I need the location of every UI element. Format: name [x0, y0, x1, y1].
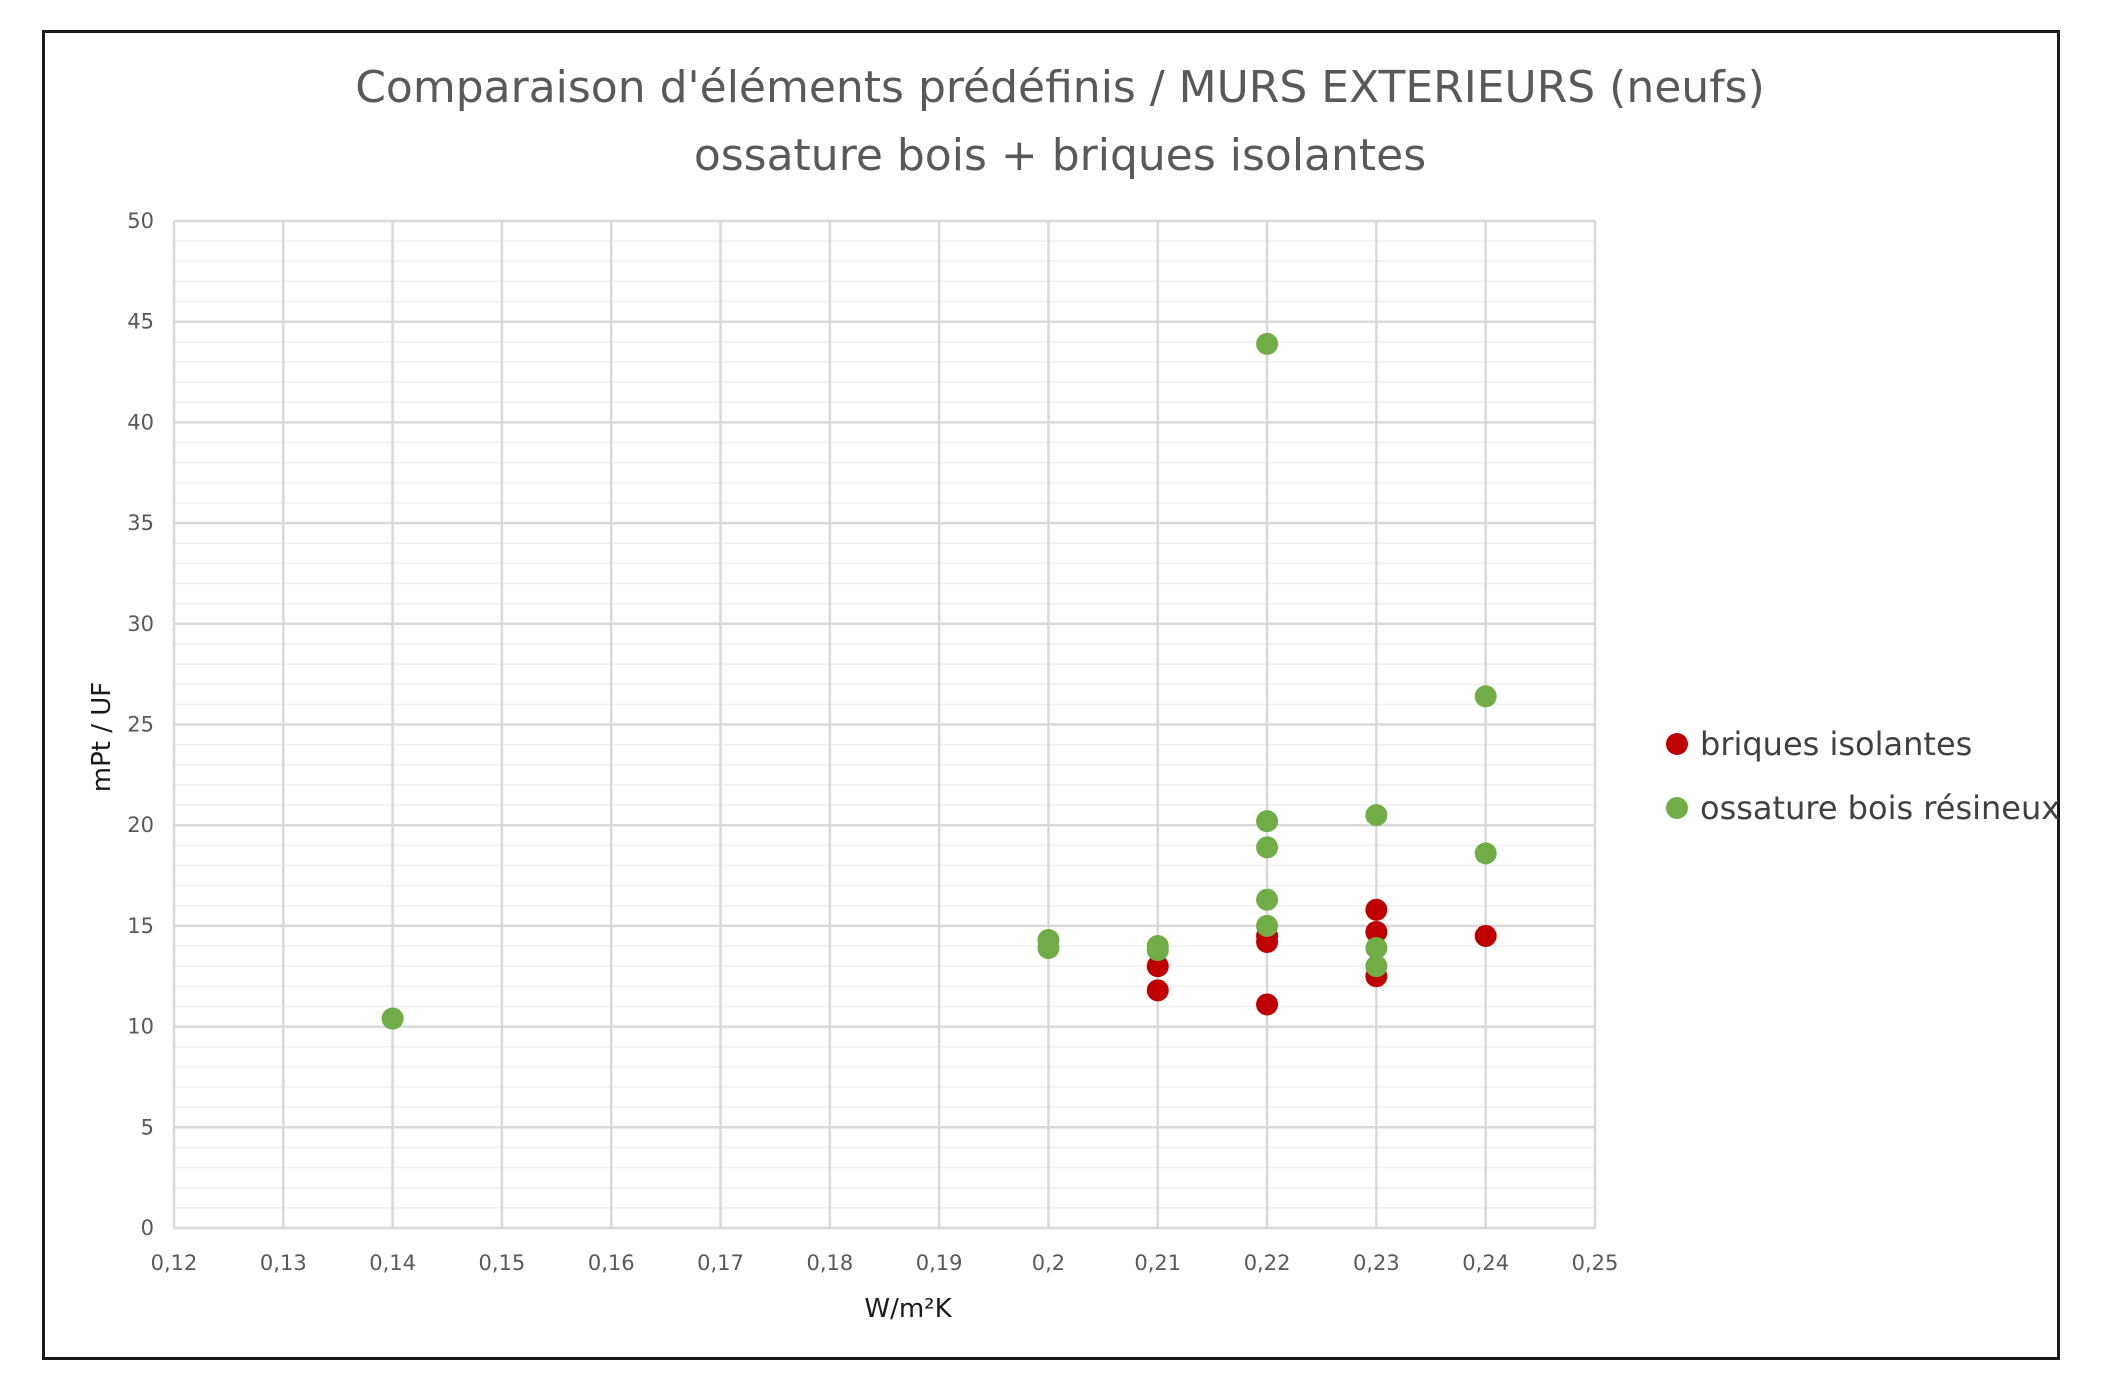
y-axis-title: mPt / UF	[87, 682, 117, 792]
point-series-2	[1256, 810, 1279, 833]
x-axis-title: W/m²K	[864, 1294, 952, 1324]
point-series-2	[1256, 836, 1279, 859]
x-tick-label: 0,15	[479, 1251, 526, 1275]
point-series-1	[1146, 979, 1169, 1002]
x-tick-label: 0,25	[1572, 1251, 1619, 1275]
point-series-2	[1256, 914, 1279, 937]
point-series-1	[1256, 993, 1279, 1016]
y-tick-label: 35	[127, 511, 154, 535]
point-series-2	[1037, 928, 1060, 951]
y-tick-label: 0	[141, 1216, 154, 1240]
chart-title-line2: ossature bois + briques isolantes	[694, 130, 1426, 181]
point-series-1	[1365, 920, 1388, 943]
x-tick-label: 0,2	[1032, 1251, 1065, 1275]
point-series-2	[1365, 804, 1388, 827]
point-series-2	[381, 1007, 404, 1030]
x-tick-label: 0,19	[916, 1251, 963, 1275]
point-series-2	[1256, 888, 1279, 911]
data-points	[381, 332, 1497, 1030]
major-gridlines	[172, 219, 1597, 1230]
point-series-2	[1365, 955, 1388, 978]
y-tick-label: 10	[127, 1015, 154, 1039]
legend-label: briques isolantes	[1700, 725, 1972, 763]
x-tick-label: 0,22	[1244, 1251, 1291, 1275]
x-tick-label: 0,18	[806, 1251, 853, 1275]
point-series-2	[1474, 685, 1497, 708]
x-tick-label: 0,14	[369, 1251, 416, 1275]
y-tick-label: 5	[141, 1115, 154, 1139]
point-series-1	[1474, 924, 1497, 947]
y-tick-label: 25	[127, 713, 154, 737]
y-tick-label: 40	[127, 410, 154, 434]
point-series-2	[1256, 332, 1279, 355]
x-tick-label: 0,24	[1462, 1251, 1509, 1275]
minor-gridlines	[174, 240, 1595, 1209]
chart-frame	[42, 30, 2060, 1360]
legend-marker	[1666, 797, 1688, 819]
x-axis-ticks: 0,12 0,13 0,14 0,15 0,16 0,17 0,18 0,19 0,2 0,21 0…	[151, 1251, 1619, 1275]
x-tick-label: 0,23	[1353, 1251, 1400, 1275]
y-tick-label: 20	[127, 813, 154, 837]
point-series-2	[1365, 937, 1388, 960]
y-tick-label: 50	[127, 209, 154, 233]
x-tick-label: 0,21	[1134, 1251, 1181, 1275]
y-tick-label: 45	[127, 310, 154, 334]
legend: briques isolantes ossature bois résineux	[1666, 725, 2060, 827]
point-series-1	[1146, 955, 1169, 978]
x-tick-label: 0,12	[151, 1251, 198, 1275]
legend-label: ossature bois résineux	[1700, 789, 2060, 827]
point-series-2	[1146, 935, 1169, 958]
y-tick-label: 30	[127, 612, 154, 636]
legend-marker	[1666, 733, 1688, 755]
chart-title-line1: Comparaison d'éléments prédéfinis / MURS…	[355, 62, 1765, 113]
point-series-2	[1474, 842, 1497, 865]
x-tick-label: 0,13	[260, 1251, 307, 1275]
point-series-1	[1365, 898, 1388, 921]
y-axis-ticks: 0 5 10 15 20 25 30 35 40 45 50	[127, 209, 154, 1240]
x-tick-label: 0,17	[697, 1251, 744, 1275]
x-tick-label: 0,16	[588, 1251, 635, 1275]
y-tick-label: 15	[127, 914, 154, 938]
